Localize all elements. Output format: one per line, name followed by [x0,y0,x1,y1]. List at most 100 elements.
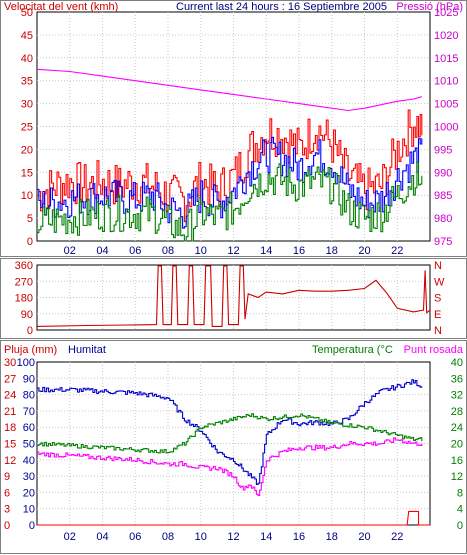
wind-x-tick: 02 [64,245,76,257]
direction-left-y-tick: 360 [15,260,33,272]
wind-x-tick: 04 [96,245,108,257]
wind-right-y-tick: 1020 [434,30,458,42]
temperature-right-y-tick: 28 [451,406,463,418]
wind-left-y-tick: 5 [27,213,33,225]
rain-x-tick: 12 [227,531,239,543]
rain-series-line-0 [37,379,423,486]
humidity-left-y-tick: 30 [23,471,35,483]
wind-left-y-tick: 40 [21,53,33,65]
wind-left-y-tick: 50 [21,7,33,19]
wind-x-tick: 08 [162,245,174,257]
wind-series-line-2 [37,161,423,242]
rain-left-y-tick: 30 [4,357,16,369]
wind-right-y-tick: 975 [434,236,452,248]
wind-left-y-tick: 20 [21,144,33,156]
dewpoint-axis-label: Punt rosada [404,344,464,356]
wind-left-y-tick: 15 [21,167,33,179]
temperature-right-y-tick: 4 [457,504,463,516]
rain-left-y-tick: 0 [4,520,10,532]
wind-chart-title: Current last 24 hours : 16 Septiembre 20… [176,1,387,13]
direction-right-y-tick: W [434,276,445,288]
wind-left-y-tick: 25 [21,122,33,134]
rain-series-line-3 [37,510,430,526]
wind-right-y-tick: 1025 [434,7,458,19]
wind-x-tick: 14 [260,245,272,257]
wind-left-y-tick: 10 [21,190,33,202]
rain-x-tick: 16 [293,531,305,543]
direction-right-y-tick: E [434,309,441,321]
humidity-axis-label: Humitat [68,344,106,356]
temperature-right-y-tick: 16 [451,455,463,467]
rain-x-tick: 04 [96,531,108,543]
temperature-right-y-tick: 0 [457,520,463,532]
rain-left-axis-label: Pluja (mm) [4,344,57,356]
wind-right-y-tick: 1000 [434,122,458,134]
direction-right-y-tick: N [434,260,442,272]
wind-right-y-tick: 995 [434,144,452,156]
rain-left-y-tick: 9 [4,471,10,483]
direction-left-y-tick: 0 [27,325,33,337]
direction-series-line-0 [36,265,431,327]
wind-series-line-0 [37,109,423,223]
rain-left-y-tick: 6 [4,487,10,499]
rain-x-tick: 10 [195,531,207,543]
direction-right-y-tick: S [434,293,441,305]
rain-x-tick: 18 [326,531,338,543]
rain-left-y-tick: 12 [4,455,16,467]
temperature-right-y-tick: 12 [451,471,463,483]
direction-left-y-tick: 90 [21,309,33,321]
rain-x-tick: 22 [391,531,403,543]
wind-x-tick: 18 [326,245,338,257]
rain-x-tick: 20 [358,531,370,543]
wind-left-y-tick: 0 [27,236,33,248]
wind-x-tick: 12 [227,245,239,257]
wind-x-tick: 20 [358,245,370,257]
wind-x-tick: 16 [293,245,305,257]
rain-x-tick: 08 [162,531,174,543]
wind-x-tick: 22 [391,245,403,257]
rain-x-tick: 14 [260,531,272,543]
temperature-right-y-tick: 40 [451,357,463,369]
wind-x-tick: 10 [195,245,207,257]
humidity-left-y-tick: 50 [23,439,35,451]
humidity-left-y-tick: 100 [17,357,35,369]
rain-left-y-tick: 18 [4,422,16,434]
rain-left-y-tick: 3 [4,504,10,516]
wind-left-y-tick: 35 [21,76,33,88]
wind-x-tick: 06 [129,245,141,257]
rain-x-tick: 06 [129,531,141,543]
direction-right-y-tick: N [434,325,442,337]
wind-series-line-1 [37,136,423,229]
wind-right-axis-label: Pressió (hPa) [396,1,463,13]
rain-left-y-tick: 24 [4,390,16,402]
humidity-left-y-tick: 10 [23,504,35,516]
direction-left-y-tick: 180 [15,293,33,305]
wind-right-y-tick: 990 [434,167,452,179]
humidity-left-y-tick: 80 [23,390,35,402]
wind-series-line-3 [36,68,422,112]
rain-left-y-tick: 15 [4,439,16,451]
humidity-left-y-tick: 90 [23,373,35,385]
humidity-left-y-tick: 70 [23,406,35,418]
temperature-axis-label: Temperatura (°C [312,344,393,356]
humidity-left-y-tick: 40 [23,455,35,467]
direction-left-y-tick: 270 [15,276,33,288]
humidity-left-y-tick: 60 [23,422,35,434]
wind-left-axis-label: Velocitat del vent (kmh) [4,1,118,13]
wind-right-y-tick: 980 [434,213,452,225]
rain-series-line-2 [37,437,423,496]
temperature-right-y-tick: 8 [457,487,463,499]
temperature-right-y-tick: 32 [451,390,463,402]
humidity-left-y-tick: 20 [23,487,35,499]
wind-right-y-tick: 1010 [434,76,458,88]
wind-right-y-tick: 985 [434,190,452,202]
wind-left-y-tick: 30 [21,99,33,111]
temperature-right-y-tick: 24 [451,422,463,434]
wind-right-y-tick: 1015 [434,53,458,65]
rain-x-tick: 02 [64,531,76,543]
temperature-right-y-tick: 36 [451,373,463,385]
rain-left-y-tick: 21 [4,406,16,418]
wind-right-y-tick: 1005 [434,99,458,111]
